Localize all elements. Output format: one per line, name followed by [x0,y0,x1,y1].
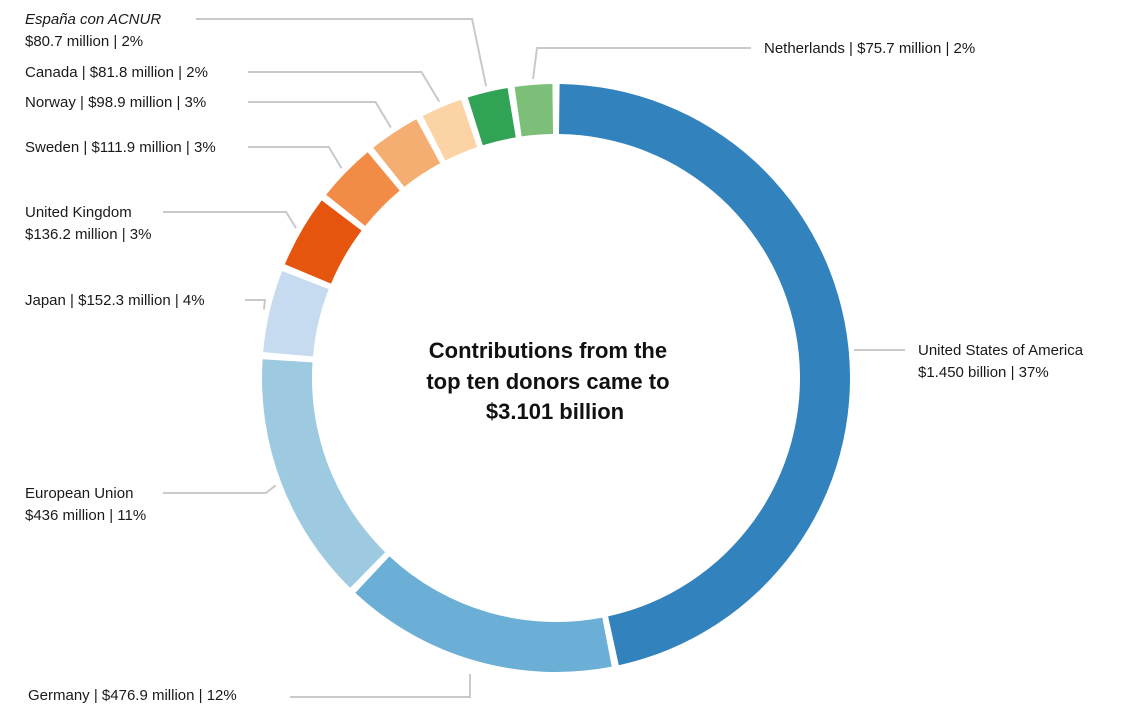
label-line-1-japan: Japan | $152.3 million | 4% [25,292,205,309]
label-japan: Japan | $152.3 million | 4% [25,292,205,309]
slice-netherlands [514,84,554,137]
slice-germany [355,556,612,673]
leader-line-sweden [248,146,343,169]
center-title-line-3: $3.101 billion [486,399,624,424]
leader-line-germany [290,674,471,698]
leader-line-european-union [163,484,277,494]
label-line-2-espana-con-acnur: $80.7 million | 2% [25,33,143,50]
center-title-line-2: top ten donors came to [426,369,669,394]
label-line-2-european-union: $436 million | 11% [25,507,146,524]
label-line-1-norway: Norway | $98.9 million | 3% [25,94,206,111]
label-line-1-canada: Canada | $81.8 million | 2% [25,64,208,81]
label-line-1-european-union: European Union [25,485,133,502]
label-germany: Germany | $476.9 million | 12% [28,687,237,704]
slice-labels: United States of America $1.450 billion |… [25,11,1084,704]
center-title: Contributions from the top ten donors ca… [426,338,675,424]
label-sweden: Sweden | $111.9 million | 3% [25,139,216,156]
label-united-kingdom: United Kingdom $136.2 million | 3% [25,204,151,243]
label-united-states-of-america: United States of America $1.450 billion |… [918,342,1084,381]
label-netherlands: Netherlands | $75.7 million | 2% [764,40,975,57]
label-canada: Canada | $81.8 million | 2% [25,64,208,81]
slice-canada [422,99,478,161]
slice-espana-con-acnur [467,88,516,146]
label-line-1-united-kingdom: United Kingdom [25,204,132,221]
label-line-1-germany: Germany | $476.9 million | 12% [28,687,237,704]
label-line-1-espana-con-acnur: España con ACNUR [25,11,161,28]
label-line-2-united-kingdom: $136.2 million | 3% [25,226,151,243]
slice-european-union [262,359,386,588]
leader-line-espana-con-acnur [196,18,488,87]
leader-lines [163,18,905,698]
leader-line-netherlands [532,47,751,80]
slice-norway [373,119,441,187]
label-line-1-united-states-of-america: United States of America [918,342,1084,359]
slice-united-states-of-america [558,84,850,666]
leader-line-japan [245,299,267,310]
label-norway: Norway | $98.9 million | 3% [25,94,206,111]
leader-line-norway [248,101,392,129]
leader-line-canada [248,71,441,103]
leader-line-united-kingdom [163,211,297,229]
label-espana-con-acnur: España con ACNUR $80.7 million | 2% [25,11,161,50]
label-european-union: European Union $436 million | 11% [25,485,146,524]
label-line-2-united-states-of-america: $1.450 billion | 37% [918,364,1049,381]
slice-japan [263,270,329,357]
slice-sweden [326,152,400,226]
slice-united-kingdom [284,200,362,284]
label-line-1-netherlands: Netherlands | $75.7 million | 2% [764,40,975,57]
center-title-line-1: Contributions from the [429,338,667,363]
label-line-1-sweden: Sweden | $111.9 million | 3% [25,139,216,156]
donut-slices [262,84,850,673]
